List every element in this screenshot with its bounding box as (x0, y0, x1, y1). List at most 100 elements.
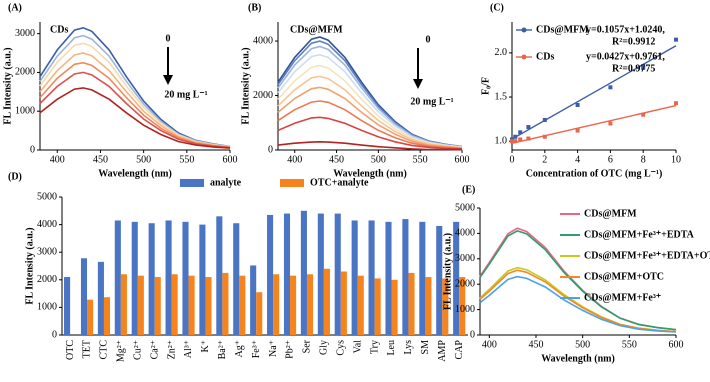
data-point (526, 125, 531, 130)
legend-label: CDs@MFM+Fe³⁺ (584, 292, 661, 303)
annotation: 0 (166, 33, 171, 44)
spectrum-line (39, 61, 231, 149)
data-point (513, 139, 518, 144)
y-axis-label: FL Intensity (a.u.) (240, 47, 251, 124)
y-axis-label: FL Intensity (a.u.) (2, 47, 13, 124)
data-point (608, 121, 613, 126)
y-tick-label: 2.0 (495, 47, 508, 58)
y-tick-label: 5000 (37, 191, 57, 202)
y-tick-label: 4000 (37, 219, 57, 230)
x-axis-label: Wavelength (nm) (98, 168, 172, 179)
spectrum-line (479, 275, 677, 333)
x-tick-label: 450 (93, 154, 108, 165)
y-tick-label: 2000 (37, 274, 57, 285)
bar (216, 216, 223, 335)
y-axis-label: FL Intensity (a.u.) (24, 227, 35, 304)
y-tick-label: 1.0 (495, 135, 508, 146)
bar (222, 272, 229, 335)
y-tick-label: 2000 (15, 67, 35, 78)
x-tick-label: Al³⁺ (183, 340, 194, 358)
y-tick-label: 4000 (455, 228, 475, 239)
legend-label: CDs@MFM+Fe³⁺+EDTA (584, 229, 695, 240)
bar (233, 223, 240, 335)
legend-label: analyte (210, 177, 242, 188)
panel-label: (E) (462, 184, 475, 195)
spectrum-line (277, 100, 463, 150)
bar (323, 268, 330, 335)
x-tick-label: 550 (622, 339, 637, 350)
bar (205, 277, 212, 335)
data-point (518, 130, 523, 135)
spectrum-line (277, 75, 463, 149)
data-point (513, 134, 518, 139)
bar (64, 277, 71, 335)
bar (182, 221, 189, 335)
x-tick-label: 0 (510, 154, 515, 165)
bar (290, 275, 297, 335)
panel-label: (C) (490, 2, 504, 13)
bar (148, 223, 155, 335)
x-tick-label: 500 (575, 339, 590, 350)
annotation: 20 mg L⁻¹ (164, 89, 207, 100)
bar (267, 214, 274, 335)
y-tick-label: 0 (470, 329, 475, 340)
x-tick-label: 2 (542, 154, 547, 165)
x-tick-label: 4 (575, 154, 580, 165)
data-point (518, 137, 523, 142)
fit-r2: R²=0.9912 (612, 36, 655, 47)
data-point (510, 139, 514, 144)
x-tick-label: 450 (529, 339, 544, 350)
fit-line (511, 104, 677, 144)
x-tick-label: Gly (319, 340, 330, 355)
x-tick-label: CTC (99, 340, 110, 360)
bar (374, 278, 381, 335)
x-tick-label: Zn²⁺ (166, 340, 177, 359)
bar (256, 292, 263, 335)
data-point (674, 37, 678, 42)
x-tick-label: Na⁺ (268, 340, 279, 357)
bar (357, 275, 364, 335)
x-tick-label: 10 (671, 154, 681, 165)
bar (408, 272, 415, 335)
bar (239, 275, 246, 335)
x-tick-label: 400 (50, 154, 65, 165)
data-point (608, 85, 613, 90)
y-tick-label: 3000 (15, 28, 35, 39)
x-axis-label: Concentration of OTC (mg L⁻¹) (526, 168, 663, 179)
bar (97, 261, 104, 335)
y-axis-label: F₀/F (480, 77, 491, 95)
spectrum-line (39, 71, 231, 149)
data-point (641, 65, 646, 70)
legend-marker (521, 27, 527, 33)
x-tick-label: 600 (223, 154, 238, 165)
x-tick-label: 600 (669, 339, 684, 350)
x-tick-label: Pb²⁺ (285, 340, 296, 359)
x-tick-label: Ser (302, 339, 313, 353)
x-tick-label: Fe³⁺ (251, 340, 262, 358)
x-tick-label: K⁺ (200, 340, 211, 353)
data-point (526, 136, 531, 141)
x-tick-label: Cys (335, 340, 346, 356)
spectrum-line (277, 140, 463, 151)
bar (273, 274, 280, 335)
bar (114, 220, 121, 335)
bar (120, 274, 127, 335)
bar (131, 221, 138, 335)
legend-label: CDs@MFM+OTC (584, 271, 664, 282)
y-tick-label: 2000 (455, 278, 475, 289)
annotation: 0 (426, 34, 431, 45)
x-tick-label: 600 (455, 154, 470, 165)
legend-label: CDs@MFM (536, 24, 589, 35)
bar (391, 279, 398, 335)
legend-label: OTC+analyte (310, 177, 369, 188)
data-point (575, 128, 580, 133)
x-tick-label: Try (369, 340, 380, 354)
bar (425, 277, 432, 335)
fit-r2: R²=0.9775 (612, 63, 655, 74)
bar (368, 220, 375, 335)
bar (334, 213, 341, 335)
y-tick-label: 1000 (455, 304, 475, 315)
legend-label: CDs@MFM+Fe³⁺+EDTA+OTC (584, 250, 710, 261)
y-tick-label: 1000 (37, 302, 57, 313)
